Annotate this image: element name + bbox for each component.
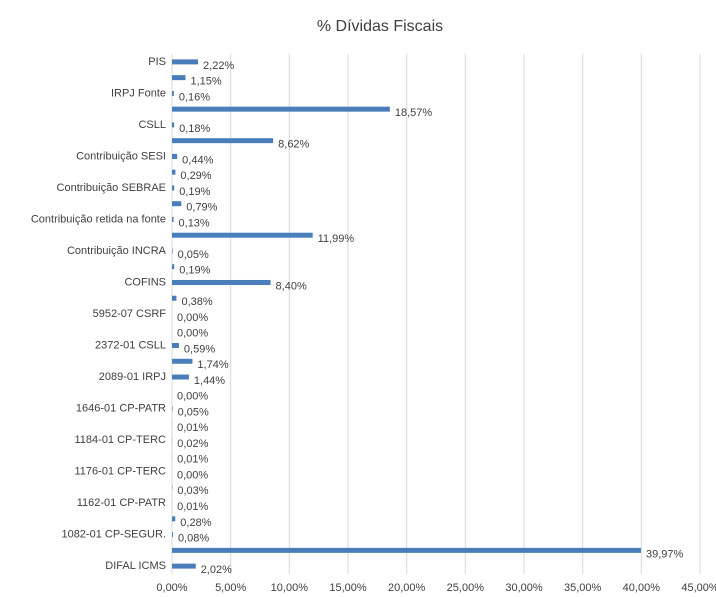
x-tick-label: 35,00% bbox=[564, 582, 602, 594]
data-label: 0,38% bbox=[181, 296, 212, 308]
data-label: 0,05% bbox=[178, 406, 209, 418]
data-label: 0,05% bbox=[178, 249, 209, 261]
bar bbox=[172, 75, 186, 81]
data-label: 0,00% bbox=[177, 391, 208, 403]
data-label: 0,18% bbox=[179, 123, 210, 135]
data-label: 1,74% bbox=[197, 359, 228, 371]
bar bbox=[172, 138, 274, 144]
bar bbox=[172, 295, 177, 301]
data-label: 0,08% bbox=[178, 533, 209, 545]
y-tick-label: 1162-01 CP-PATR bbox=[77, 497, 166, 509]
data-label: 2,02% bbox=[201, 564, 232, 576]
y-tick-label: DIFAL ICMS bbox=[105, 560, 166, 572]
data-label: 0,00% bbox=[177, 328, 208, 340]
bar bbox=[172, 169, 176, 175]
y-tick-label: Contribuição SESI bbox=[76, 150, 166, 162]
data-label: 18,57% bbox=[395, 107, 433, 119]
data-label: 0,79% bbox=[186, 202, 217, 214]
y-tick-label: Contribuição SEBRAE bbox=[57, 182, 166, 194]
data-label: 0,00% bbox=[177, 312, 208, 324]
bar bbox=[172, 406, 173, 412]
bar bbox=[172, 216, 174, 222]
data-label: 11,99% bbox=[318, 233, 355, 245]
x-tick-label: 30,00% bbox=[505, 582, 543, 594]
bar bbox=[172, 201, 182, 207]
data-label: 1,15% bbox=[190, 76, 221, 88]
bar bbox=[172, 532, 173, 538]
bar bbox=[172, 153, 178, 159]
x-tick-label: 10,00% bbox=[271, 582, 309, 594]
y-tick-label: 1082-01 CP-SEGUR. bbox=[61, 529, 166, 541]
x-tick-label: 40,00% bbox=[623, 582, 661, 594]
y-tick-label: PIS bbox=[148, 56, 166, 68]
bar bbox=[172, 90, 174, 96]
y-tick-label: COFINS bbox=[124, 276, 166, 288]
bar bbox=[172, 516, 176, 522]
x-tick-label: 25,00% bbox=[447, 582, 485, 594]
data-label: 0,03% bbox=[177, 485, 208, 497]
data-label: 8,62% bbox=[278, 139, 309, 151]
x-tick-label: 5,00% bbox=[215, 582, 246, 594]
bar bbox=[172, 547, 641, 553]
data-label: 0,44% bbox=[182, 154, 213, 166]
data-label: 0,28% bbox=[180, 517, 211, 529]
data-label: 0,13% bbox=[179, 217, 210, 229]
data-label: 0,19% bbox=[179, 265, 210, 277]
data-label: 0,59% bbox=[184, 343, 215, 355]
bar bbox=[172, 358, 193, 364]
y-tick-label: 2089-01 IRPJ bbox=[99, 371, 166, 383]
data-label: 0,01% bbox=[177, 422, 208, 434]
data-label: 0,29% bbox=[180, 170, 211, 182]
y-tick-label: Contribuição retida na fonte bbox=[31, 213, 166, 225]
bar bbox=[172, 232, 313, 238]
y-tick-label: 5952-07 CSRF bbox=[93, 308, 167, 320]
y-tick-label: IRPJ Fonte bbox=[111, 87, 166, 99]
bar bbox=[172, 122, 175, 128]
bar bbox=[172, 59, 199, 65]
data-label: 0,02% bbox=[177, 438, 208, 450]
data-label: 1,44% bbox=[194, 375, 225, 387]
bar bbox=[172, 343, 179, 349]
data-label: 0,01% bbox=[177, 454, 208, 466]
data-label: 0,19% bbox=[179, 186, 210, 198]
bar bbox=[172, 185, 175, 191]
y-tick-label: 1184-01 CP-TERC bbox=[75, 434, 167, 446]
bar bbox=[172, 279, 271, 285]
y-tick-label: 1646-01 CP-PATR bbox=[76, 402, 166, 414]
y-tick-label: 2372-01 CSLL bbox=[95, 339, 166, 351]
chart-title: % Dívidas Fiscais bbox=[317, 18, 443, 35]
bar bbox=[172, 248, 173, 254]
y-tick-label: Contribuição INCRA bbox=[67, 245, 167, 257]
y-tick-label: 1176-01 CP-TERC bbox=[75, 465, 167, 477]
bar bbox=[172, 563, 196, 569]
bar bbox=[172, 264, 175, 270]
data-label: 8,40% bbox=[276, 280, 307, 292]
x-tick-label: 15,00% bbox=[329, 582, 367, 594]
x-tick-label: 0,00% bbox=[156, 582, 187, 594]
x-tick-label: 20,00% bbox=[388, 582, 426, 594]
data-label: 2,22% bbox=[203, 60, 234, 72]
bar bbox=[172, 374, 189, 380]
bar bbox=[172, 106, 390, 112]
data-label: 0,01% bbox=[177, 501, 208, 513]
y-tick-label: CSLL bbox=[138, 119, 166, 131]
x-tick-label: 45,00% bbox=[681, 582, 716, 594]
data-label: 0,00% bbox=[177, 469, 208, 481]
data-label: 0,16% bbox=[179, 91, 210, 103]
data-label: 39,97% bbox=[646, 548, 684, 560]
